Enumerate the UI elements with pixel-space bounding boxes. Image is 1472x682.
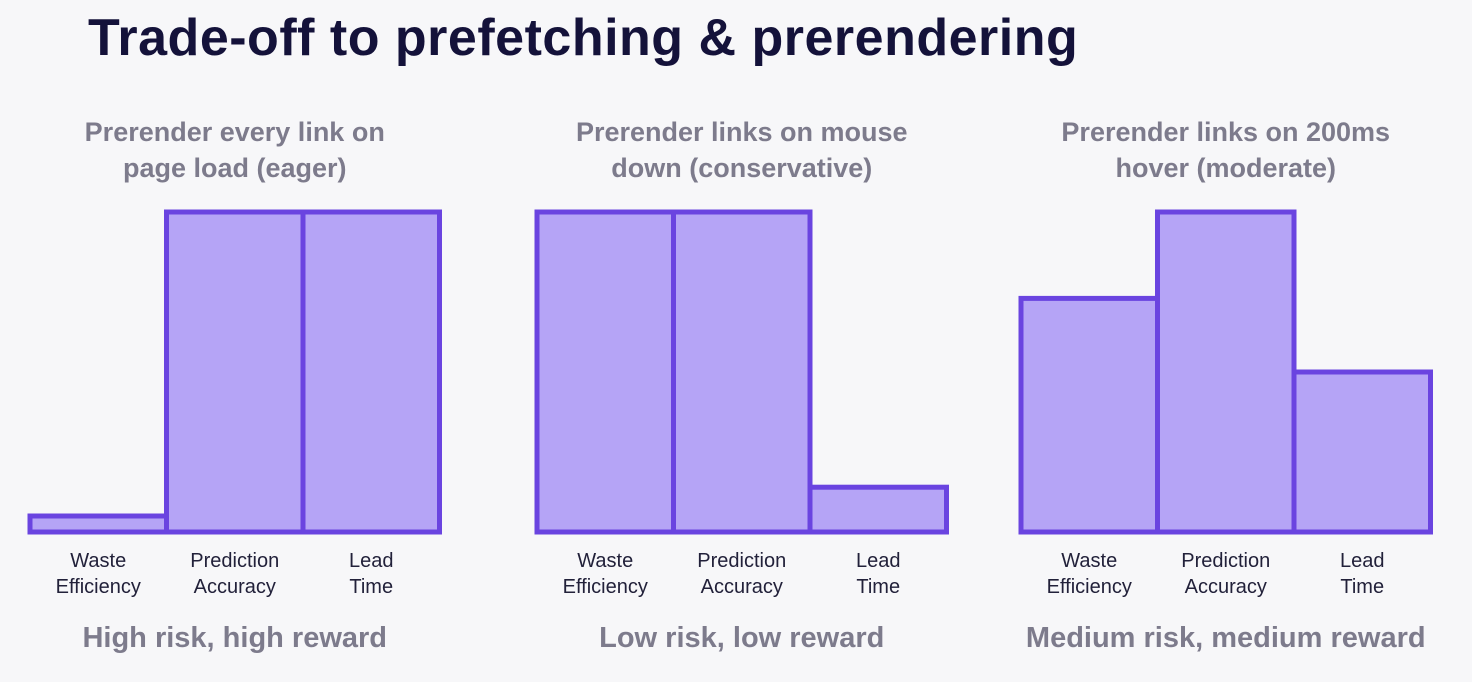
bar-lead-time: [807, 484, 949, 535]
chart-title-line: Prerender links on 200ms: [1061, 117, 1391, 147]
category-label: Waste: [1061, 550, 1117, 572]
category-label: Prediction: [190, 550, 279, 572]
bar-lead-time: [300, 209, 442, 535]
category-label: Waste: [577, 550, 633, 572]
slide-title: Trade-off to prefetching & prerendering: [88, 9, 1079, 67]
chart-footer: High risk, high reward: [82, 622, 388, 654]
category-label: Accuracy: [194, 576, 276, 598]
bar-lead-time: [1291, 369, 1433, 535]
category-label: Waste: [70, 550, 126, 572]
chart-title: Prerender links on 200ms hover (moderate): [986, 114, 1466, 186]
chart-title-line: page load (eager): [122, 153, 347, 183]
category-label: Efficiency: [56, 576, 141, 598]
category-label: Prediction: [1181, 550, 1270, 572]
category-label: Lead: [856, 550, 901, 572]
category-label: Lead: [349, 550, 394, 572]
bar-prediction-accuracy: [1155, 209, 1297, 535]
chart-title: Prerender every link on page load (eager): [0, 114, 475, 186]
category-label: Accuracy: [701, 576, 783, 598]
chart-title-line: hover (moderate): [1115, 153, 1337, 183]
chart-footer: Low risk, low reward: [599, 622, 885, 654]
category-label: Time: [856, 576, 900, 598]
category-label: Efficiency: [1047, 576, 1132, 598]
bar-waste-efficiency: [27, 513, 169, 535]
chart-title-line: down (conservative): [611, 153, 873, 183]
chart-title-line: Prerender every link on: [84, 117, 385, 147]
category-label: Efficiency: [563, 576, 648, 598]
chart-title-line: Prerender links on mouse: [575, 117, 908, 147]
chart-title: Prerender links on mouse down (conservati…: [502, 114, 982, 186]
category-label: Lead: [1340, 550, 1385, 572]
category-label: Prediction: [697, 550, 786, 572]
category-label: Accuracy: [1185, 576, 1267, 598]
chart-footer: Medium risk, medium reward: [1025, 622, 1426, 654]
category-label: Time: [349, 576, 393, 598]
bar-prediction-accuracy: [671, 209, 813, 535]
bar-waste-efficiency: [534, 209, 676, 535]
bar-prediction-accuracy: [164, 209, 306, 535]
category-label: Time: [1340, 576, 1384, 598]
bar-waste-efficiency: [1018, 295, 1160, 535]
